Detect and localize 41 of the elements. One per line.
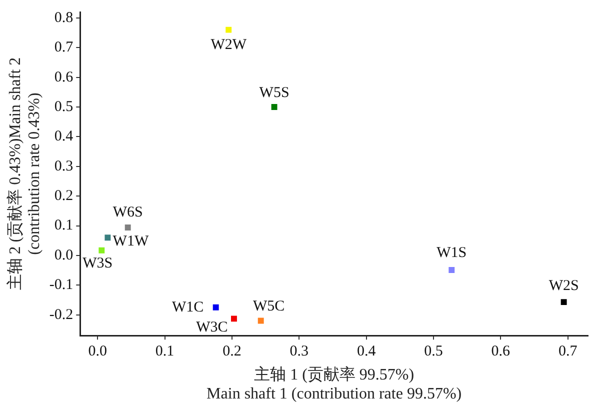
series-label: W3S <box>82 255 113 272</box>
x-tick-label: 0.2 <box>222 344 242 360</box>
point <box>231 316 237 322</box>
x-tick-label: 0.6 <box>491 344 511 360</box>
y-tick-label: 0.4 <box>54 128 74 145</box>
x-tick-label: 0.3 <box>290 344 309 360</box>
y-axis-title: 主轴 2 (贡献率 0.43%)Main shaft 2 (contribution rate 0.43%) <box>6 57 44 290</box>
series-label: W2W <box>210 36 248 53</box>
y-tick-label: 0.7 <box>54 40 74 56</box>
series-label: W3C <box>196 320 228 336</box>
point <box>271 104 278 110</box>
y-tick-label: 0.1 <box>54 218 74 234</box>
y-tick-label: 0.5 <box>54 98 74 115</box>
series-label: W6S <box>112 204 143 220</box>
point <box>212 304 219 310</box>
point <box>560 299 567 306</box>
point <box>226 26 232 33</box>
series-label: W5C <box>253 298 285 315</box>
x-tick-label: 0.4 <box>356 344 376 360</box>
y-tick-label: 0.3 <box>54 158 74 174</box>
point <box>258 318 264 324</box>
x-tick-label: 0.0 <box>88 344 107 360</box>
x-tick-label: 0.5 <box>424 344 443 360</box>
y-tick-label: -0.2 <box>49 306 74 323</box>
x-tick-label: 0.1 <box>155 344 174 360</box>
point <box>98 247 105 254</box>
series-label: W1W <box>112 234 150 250</box>
point <box>124 224 131 231</box>
series-label: W1S <box>436 244 467 261</box>
x-tick-label: 0.7 <box>558 344 578 360</box>
y-tick-label: 0.6 <box>54 69 74 86</box>
y-tick-label: 0.2 <box>54 188 74 204</box>
series-label: W1C <box>172 299 204 316</box>
point <box>448 267 455 273</box>
series-label: W2S <box>548 278 579 294</box>
series-label: W5S <box>259 84 290 101</box>
x-axis-title: 主轴 1 (贡献率 99.57%) Main shaft 1 (contribution rate 99.57%) <box>206 365 462 403</box>
point <box>104 234 111 241</box>
y-tick-label: 0.0 <box>54 247 74 264</box>
y-tick-label: -0.1 <box>49 277 74 294</box>
y-tick-label: 0.8 <box>54 10 74 26</box>
